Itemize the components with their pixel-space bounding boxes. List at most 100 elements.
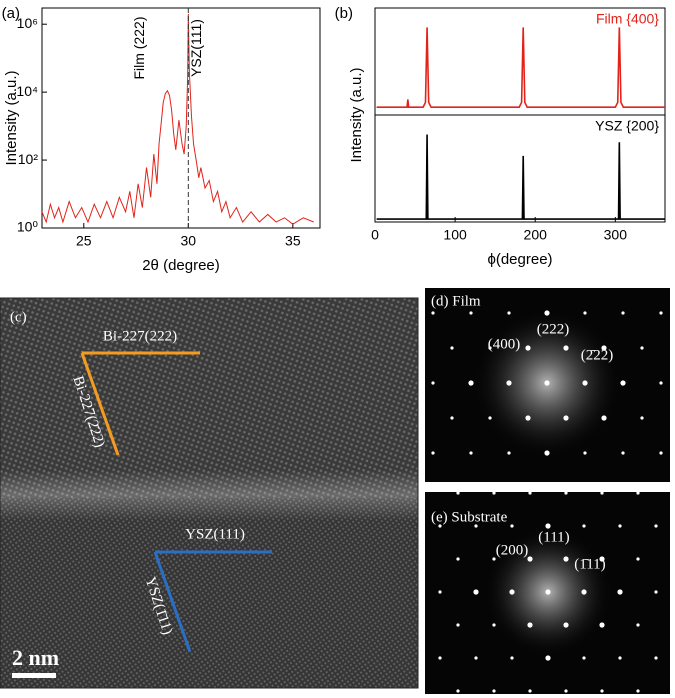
diffraction-spot [468, 380, 474, 386]
diffraction-spot [544, 310, 550, 316]
data-line [376, 134, 665, 220]
diffraction-spot [599, 622, 605, 628]
spot-label: (400) [488, 336, 521, 352]
diffraction-spot [640, 416, 644, 420]
diffraction-spot [528, 689, 532, 693]
x-tick-label: 300 [604, 227, 628, 243]
diffraction-spot [564, 689, 568, 693]
diffraction-spot [450, 276, 454, 280]
diffraction-spot [525, 415, 531, 421]
y-tick-label: 10⁴ [16, 83, 38, 99]
annotation: Film (222) [131, 16, 147, 79]
diffraction-spot [545, 523, 551, 529]
legend-entry: YSZ {200} [595, 118, 659, 134]
legend-entry: Film {400} [596, 11, 659, 27]
x-axis-label: ϕ(degree) [487, 251, 552, 268]
diffraction-spot [431, 311, 435, 315]
spot-label: (1̄11) [574, 556, 605, 572]
diffraction-spot [510, 656, 514, 660]
plane-line [80, 352, 120, 456]
x-tick-label: 30 [181, 233, 197, 249]
plane-line [153, 551, 192, 653]
diffraction-spot [636, 491, 640, 495]
diffraction-spot [456, 623, 460, 627]
diffraction-spot [506, 380, 512, 386]
diffraction-spot [640, 486, 644, 490]
diffraction-spot [507, 311, 511, 315]
x-tick-label: 200 [524, 227, 548, 243]
diffraction-spot [525, 345, 531, 351]
diffraction-spot [509, 589, 515, 595]
plane-label: YSZ(111) [185, 526, 245, 542]
diffraction-spot [507, 451, 511, 455]
spot-label: (222) [537, 321, 570, 337]
diffraction-spot [526, 486, 530, 490]
diffraction-spot [545, 655, 551, 661]
diffraction-spot [544, 450, 550, 456]
panel-label: (b) [335, 5, 353, 22]
diffraction-spot [456, 689, 460, 693]
panel-label: (a) [2, 5, 20, 22]
diffraction-spot [438, 656, 442, 660]
panel-label: (d) Film [431, 293, 481, 309]
diffraction-spot [469, 451, 473, 455]
fft-image: (d) Film (400) (222) (2̄22) [425, 276, 670, 490]
diffraction-spot [450, 346, 454, 350]
diffraction-spot [469, 311, 473, 315]
diffraction-spot [450, 486, 454, 490]
diffraction-spot [617, 589, 623, 595]
diffraction-spot [510, 524, 514, 528]
x-tick-label: 0 [371, 227, 379, 243]
y-axis-label: Intensity (a.u.) [3, 70, 20, 165]
spot-label: (200) [496, 542, 529, 558]
data-line [41, 13, 314, 225]
diffraction-spot [492, 689, 496, 693]
fft-image: (e) Substrate (200) (111) (1̄11) [425, 491, 670, 694]
diffraction-spot [544, 380, 550, 386]
spot-label: (2̄22) [581, 347, 614, 363]
diffraction-spot [583, 311, 587, 315]
diffraction-spot [654, 590, 658, 594]
diffraction-spot [582, 380, 588, 386]
data-line [376, 27, 665, 109]
x-tick-label: 25 [76, 233, 92, 249]
diffraction-spot [564, 276, 568, 280]
y-axis-label: Intensity (a.u.) [348, 67, 365, 162]
diffraction-spot [492, 623, 496, 627]
diffraction-spot [659, 451, 663, 455]
diffraction-spot [474, 524, 478, 528]
diffraction-spot [583, 451, 587, 455]
diffraction-spot [563, 415, 569, 421]
diffraction-spot [599, 556, 605, 562]
diffraction-spot [582, 656, 586, 660]
y-tick-label: 10² [18, 151, 39, 167]
diffraction-spot [450, 416, 454, 420]
scale-bar-label: 2 nm [12, 645, 59, 670]
diffraction-spot [581, 589, 587, 595]
diffraction-spot [438, 524, 442, 528]
spot-label: (111) [538, 529, 569, 545]
diffraction-spot [636, 623, 640, 627]
diffraction-spot [431, 451, 435, 455]
diffraction-spot [636, 689, 640, 693]
diffraction-spot [488, 486, 492, 490]
diffraction-spot [601, 415, 607, 421]
diffraction-spot [659, 311, 663, 315]
diffraction-spot [654, 524, 658, 528]
diffraction-spot [527, 556, 533, 562]
diffraction-spot [640, 276, 644, 280]
diffraction-spot [528, 491, 532, 495]
diffraction-spot [618, 656, 622, 660]
diffraction-spot [600, 689, 604, 693]
diffraction-spot [563, 556, 569, 562]
diffraction-spot [473, 589, 479, 595]
diffraction-spot [488, 276, 492, 280]
diffraction-spot [600, 491, 604, 495]
plane-label: Bi-227(222) [103, 328, 177, 344]
panel-label: (c) [10, 309, 27, 325]
diffraction-spot [601, 345, 607, 351]
plot-frame [41, 7, 321, 229]
diffraction-spot [438, 590, 442, 594]
